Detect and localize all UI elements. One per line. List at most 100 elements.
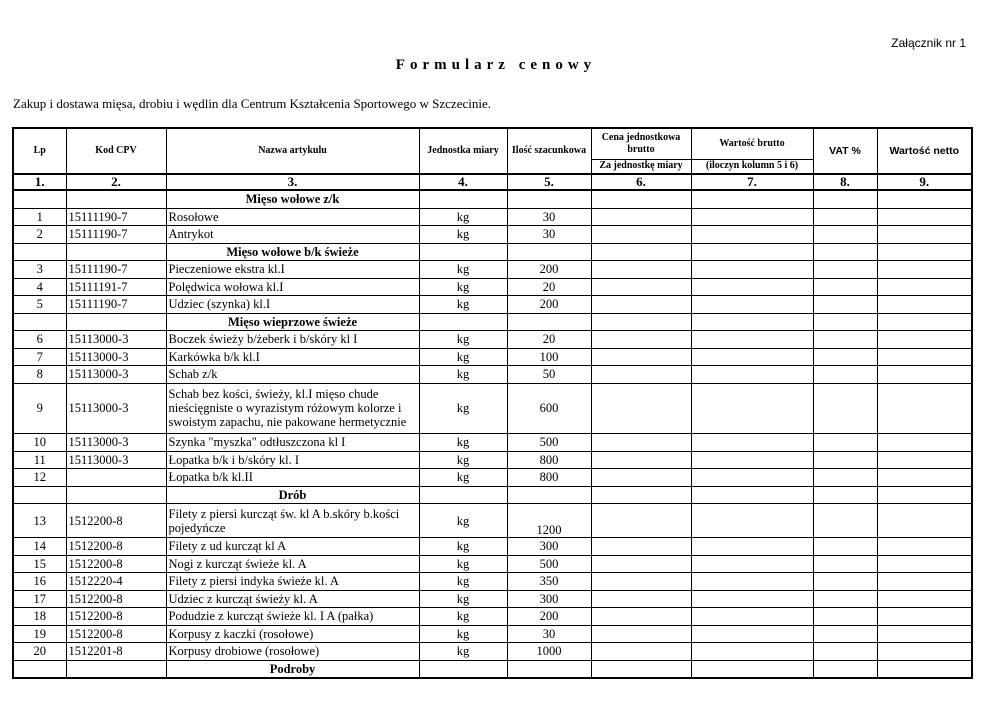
- cell-empty-vat[interactable]: [812, 207, 878, 226]
- cell-empty-gross[interactable]: [690, 347, 814, 366]
- cell-empty-net[interactable]: [876, 365, 973, 384]
- cell-empty-vat[interactable]: [812, 468, 878, 487]
- cell-empty[interactable]: [690, 312, 814, 331]
- cell-empty-gross[interactable]: [690, 330, 814, 349]
- cell-empty-price[interactable]: [590, 295, 692, 314]
- cell-empty-vat[interactable]: [812, 225, 878, 244]
- cell-empty-price[interactable]: [590, 277, 692, 296]
- cell-empty[interactable]: [690, 189, 814, 209]
- cell-empty-net[interactable]: [876, 624, 973, 643]
- cell-empty[interactable]: [590, 312, 692, 331]
- cell-empty[interactable]: [418, 485, 508, 504]
- cell-empty[interactable]: [590, 485, 692, 504]
- cell-empty-gross[interactable]: [690, 503, 814, 538]
- cell-empty[interactable]: [418, 189, 508, 209]
- cell-empty-price[interactable]: [590, 330, 692, 349]
- cell-empty-price[interactable]: [590, 642, 692, 661]
- cell-empty-net[interactable]: [876, 225, 973, 244]
- cell-empty-gross[interactable]: [690, 607, 814, 626]
- cell-empty-vat[interactable]: [812, 554, 878, 573]
- cell-empty-price[interactable]: [590, 572, 692, 591]
- cell-empty-gross[interactable]: [690, 589, 814, 608]
- cell-empty-gross[interactable]: [690, 468, 814, 487]
- cell-empty[interactable]: [590, 189, 692, 209]
- cell-empty-vat[interactable]: [812, 607, 878, 626]
- cell-empty-gross[interactable]: [690, 624, 814, 643]
- cell-empty-net[interactable]: [876, 450, 973, 469]
- cell-empty-price[interactable]: [590, 589, 692, 608]
- cell-empty-net[interactable]: [876, 347, 973, 366]
- cell-empty-net[interactable]: [876, 468, 973, 487]
- cell-empty-price[interactable]: [590, 433, 692, 452]
- cell-empty[interactable]: [506, 659, 592, 679]
- cell-empty-gross[interactable]: [690, 260, 814, 279]
- cell-empty[interactable]: [812, 189, 878, 209]
- cell-empty[interactable]: [876, 312, 973, 331]
- cell-empty[interactable]: [506, 312, 592, 331]
- cell-empty-vat[interactable]: [812, 330, 878, 349]
- cell-empty-vat[interactable]: [812, 589, 878, 608]
- cell-empty[interactable]: [876, 242, 973, 261]
- cell-empty-vat[interactable]: [812, 295, 878, 314]
- cell-empty-gross[interactable]: [690, 554, 814, 573]
- cell-empty-net[interactable]: [876, 503, 973, 538]
- cell-empty-vat[interactable]: [812, 433, 878, 452]
- cell-empty[interactable]: [812, 659, 878, 679]
- cell-empty[interactable]: [590, 242, 692, 261]
- cell-empty-price[interactable]: [590, 624, 692, 643]
- cell-empty-price[interactable]: [590, 225, 692, 244]
- cell-empty-price[interactable]: [590, 537, 692, 556]
- cell-empty[interactable]: [812, 485, 878, 504]
- cell-empty-vat[interactable]: [812, 572, 878, 591]
- cell-empty-vat[interactable]: [812, 503, 878, 538]
- cell-empty[interactable]: [690, 659, 814, 679]
- cell-empty[interactable]: [418, 312, 508, 331]
- cell-empty-net[interactable]: [876, 607, 973, 626]
- cell-empty-gross[interactable]: [690, 365, 814, 384]
- cell-empty-gross[interactable]: [690, 537, 814, 556]
- cell-empty-gross[interactable]: [690, 433, 814, 452]
- cell-empty-price[interactable]: [590, 382, 692, 434]
- cell-empty[interactable]: [876, 659, 973, 679]
- cell-empty-gross[interactable]: [690, 225, 814, 244]
- cell-empty-net[interactable]: [876, 260, 973, 279]
- cell-empty-price[interactable]: [590, 468, 692, 487]
- cell-empty-gross[interactable]: [690, 572, 814, 591]
- cell-empty-vat[interactable]: [812, 642, 878, 661]
- cell-empty-vat[interactable]: [812, 537, 878, 556]
- cell-empty[interactable]: [506, 189, 592, 209]
- cell-empty[interactable]: [506, 242, 592, 261]
- cell-empty-net[interactable]: [876, 277, 973, 296]
- cell-empty[interactable]: [418, 242, 508, 261]
- cell-empty-net[interactable]: [876, 589, 973, 608]
- cell-empty-net[interactable]: [876, 433, 973, 452]
- cell-empty-price[interactable]: [590, 260, 692, 279]
- cell-empty[interactable]: [876, 485, 973, 504]
- cell-empty-gross[interactable]: [690, 382, 814, 434]
- cell-empty-gross[interactable]: [690, 450, 814, 469]
- cell-empty-gross[interactable]: [690, 295, 814, 314]
- cell-empty-price[interactable]: [590, 554, 692, 573]
- cell-empty[interactable]: [812, 242, 878, 261]
- cell-empty-net[interactable]: [876, 330, 973, 349]
- cell-empty-price[interactable]: [590, 347, 692, 366]
- cell-empty-net[interactable]: [876, 572, 973, 591]
- cell-empty-vat[interactable]: [812, 450, 878, 469]
- cell-empty-net[interactable]: [876, 295, 973, 314]
- cell-empty-price[interactable]: [590, 365, 692, 384]
- cell-empty[interactable]: [590, 659, 692, 679]
- cell-empty[interactable]: [876, 189, 973, 209]
- cell-empty-net[interactable]: [876, 537, 973, 556]
- cell-empty-price[interactable]: [590, 450, 692, 469]
- cell-empty-price[interactable]: [590, 207, 692, 226]
- cell-empty[interactable]: [690, 242, 814, 261]
- cell-empty-vat[interactable]: [812, 365, 878, 384]
- cell-empty-gross[interactable]: [690, 207, 814, 226]
- cell-empty-net[interactable]: [876, 642, 973, 661]
- cell-empty[interactable]: [506, 485, 592, 504]
- cell-empty[interactable]: [418, 659, 508, 679]
- cell-empty-price[interactable]: [590, 607, 692, 626]
- cell-empty-price[interactable]: [590, 503, 692, 538]
- cell-empty-vat[interactable]: [812, 382, 878, 434]
- cell-empty[interactable]: [690, 485, 814, 504]
